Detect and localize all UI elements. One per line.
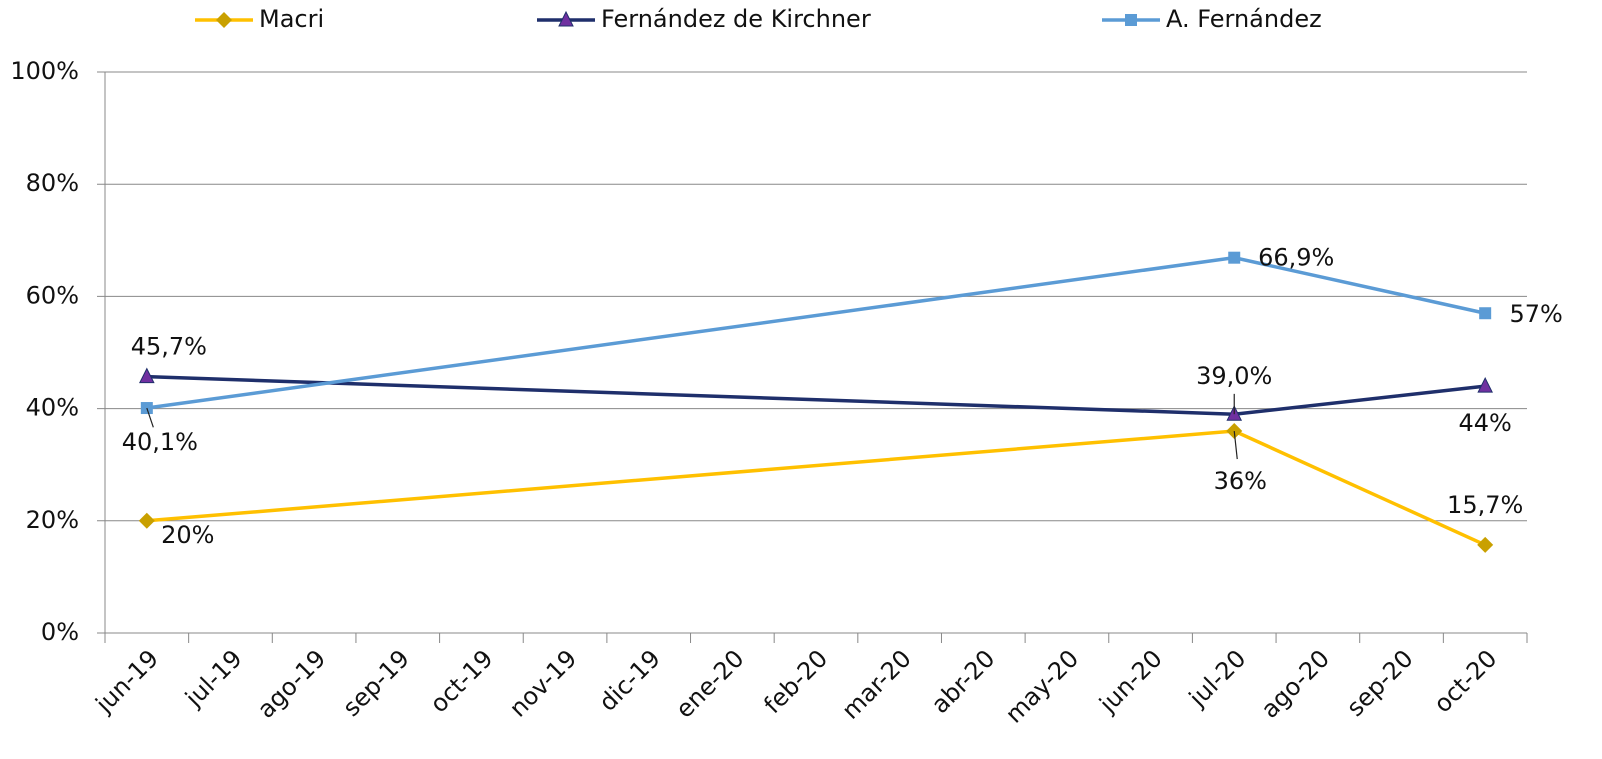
marker [1228,251,1241,264]
x-tick-label: ago-20 [1256,644,1335,723]
x-tick-label: feb-20 [758,644,833,719]
data-label: 36% [1214,467,1267,495]
x-tick-label: may-20 [1000,644,1084,728]
data-label: 57% [1510,300,1563,328]
marker [558,10,574,27]
y-tick-label: 20% [26,506,79,534]
leader-line [1233,430,1238,460]
data-label: 40,1% [122,428,198,456]
data-label: 39,0% [1196,362,1272,390]
x-tick-label: ene-20 [670,644,749,723]
marker [1479,307,1492,320]
x-tick-label: jun-20 [1093,644,1167,718]
x-tick-label: abr-20 [926,644,1001,719]
marker [1125,14,1137,26]
x-tick-label: jul-19 [179,644,247,712]
marker [1477,536,1494,553]
x-tick-label: jun-19 [90,644,164,718]
y-tick-label: 40% [26,394,79,422]
data-label: 15,7% [1447,491,1523,519]
x-tick-label: nov-19 [504,644,582,722]
x-tick-label: sep-20 [1341,644,1419,722]
data-label: 44% [1459,409,1512,437]
x-tick-label: jul-20 [1183,644,1251,712]
data-label: 20% [161,521,214,549]
y-tick-label: 0% [41,618,79,646]
y-tick-label: 80% [26,169,79,197]
legend-label: Macri [259,5,324,33]
marker [139,367,155,384]
y-tick-label: 60% [26,281,79,309]
x-tick-label: oct-20 [1428,644,1502,718]
x-tick-label: sep-19 [337,644,415,722]
marker [1477,377,1493,393]
x-tick-label: dic-19 [594,644,666,716]
leader-line [146,407,154,428]
x-tick-label: ago-19 [252,644,331,723]
series-line [146,255,1486,410]
legend-label: A. Fernández [1166,5,1322,33]
x-tick-label: oct-19 [425,644,499,718]
marker [138,512,155,529]
data-label: 66,9% [1258,244,1334,272]
marker [216,12,232,28]
legend-label: Fernández de Kirchner [601,5,871,33]
series-line [146,429,1486,547]
x-tick-label: mar-20 [836,644,916,724]
data-label: 45,7% [131,333,207,361]
y-tick-label: 100% [10,57,79,85]
